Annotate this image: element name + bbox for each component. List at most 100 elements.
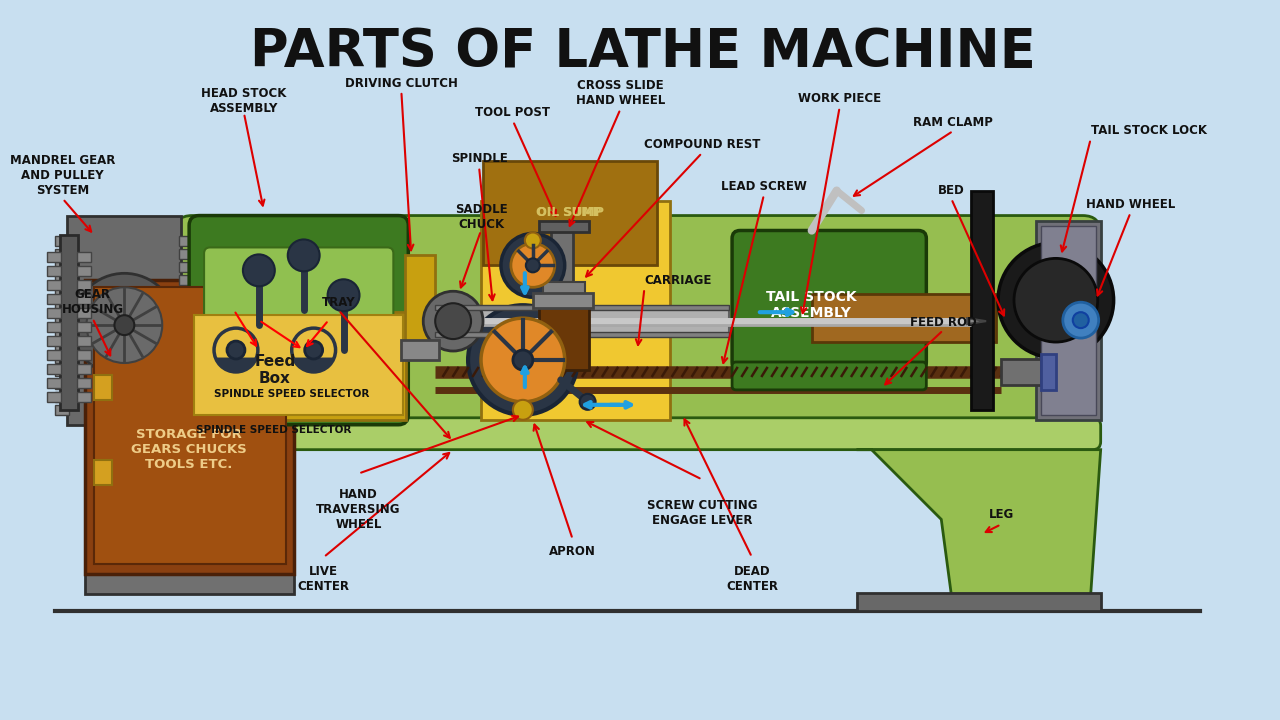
Polygon shape	[293, 358, 334, 372]
Text: HAND
TRAVERSING
WHEEL: HAND TRAVERSING WHEEL	[316, 488, 401, 531]
Bar	[55, 340, 69, 350]
Bar	[55, 288, 69, 298]
Circle shape	[525, 233, 540, 248]
Bar	[179, 405, 193, 415]
Circle shape	[328, 279, 360, 311]
Bar	[77, 280, 91, 290]
FancyBboxPatch shape	[189, 215, 408, 425]
Text: PARTS OF LATHE MACHINE: PARTS OF LATHE MACHINE	[250, 26, 1036, 78]
Bar	[55, 262, 69, 272]
Polygon shape	[968, 318, 986, 324]
Bar	[60, 235, 78, 410]
Bar	[972, 191, 993, 410]
Bar	[46, 336, 60, 346]
Text: OIL SUMP: OIL SUMP	[536, 206, 604, 219]
Circle shape	[214, 328, 257, 372]
FancyBboxPatch shape	[174, 215, 1101, 425]
Bar	[46, 378, 60, 388]
Bar	[179, 353, 193, 363]
Bar	[95, 459, 113, 485]
Bar	[46, 280, 60, 290]
Bar	[77, 266, 91, 276]
Circle shape	[468, 305, 577, 415]
Bar	[532, 293, 593, 308]
Circle shape	[526, 258, 540, 272]
Bar	[67, 215, 182, 425]
Circle shape	[513, 400, 532, 420]
Text: WORK PIECE: WORK PIECE	[799, 92, 881, 106]
Bar	[55, 236, 69, 246]
Circle shape	[227, 341, 244, 359]
Text: OIL SUMP: OIL SUMP	[538, 206, 602, 219]
Bar	[77, 294, 91, 305]
Text: LIVE
CENTER: LIVE CENTER	[298, 565, 349, 593]
Circle shape	[1073, 312, 1089, 328]
Circle shape	[114, 315, 134, 335]
Text: SPINDLE: SPINDLE	[451, 152, 507, 166]
Text: CARRIAGE: CARRIAGE	[644, 274, 712, 287]
Bar	[435, 307, 730, 335]
Bar	[95, 375, 113, 400]
Bar	[195, 315, 403, 415]
Circle shape	[1062, 302, 1098, 338]
Text: MANDREL GEAR
AND PULLEY
SYSTEM: MANDREL GEAR AND PULLEY SYSTEM	[10, 154, 115, 197]
Bar	[77, 392, 91, 402]
Bar	[46, 294, 60, 305]
FancyBboxPatch shape	[732, 230, 927, 370]
Text: RAM CLAMP: RAM CLAMP	[914, 117, 993, 130]
Bar	[179, 314, 193, 324]
Circle shape	[424, 292, 483, 351]
Bar	[179, 236, 193, 246]
Bar	[179, 288, 193, 298]
Bar	[77, 253, 91, 262]
Text: BED: BED	[938, 184, 965, 197]
Bar	[179, 249, 193, 259]
Bar	[402, 340, 439, 360]
Text: STORAGE FOR
GEARS CHUCKS
TOOLS ETC.: STORAGE FOR GEARS CHUCKS TOOLS ETC.	[132, 428, 247, 471]
Bar	[46, 308, 60, 318]
Text: FEED ROD: FEED ROD	[910, 315, 977, 328]
Circle shape	[87, 287, 163, 363]
Circle shape	[481, 318, 564, 402]
Text: SPINDLE SPEED SELECTOR: SPINDLE SPEED SELECTOR	[214, 389, 370, 399]
Bar	[55, 275, 69, 285]
Bar	[95, 287, 285, 564]
Bar	[539, 300, 589, 370]
Circle shape	[435, 303, 471, 339]
Bar	[84, 280, 293, 574]
Circle shape	[580, 394, 595, 410]
Bar	[435, 305, 730, 310]
Bar	[406, 256, 435, 350]
Text: TRAY: TRAY	[321, 296, 356, 309]
Text: GEAR
HOUSING: GEAR HOUSING	[61, 288, 124, 316]
Text: TOOL POST: TOOL POST	[475, 107, 550, 120]
Circle shape	[500, 233, 564, 297]
Text: TAIL STOCK LOCK: TAIL STOCK LOCK	[1091, 125, 1207, 138]
Text: APRON: APRON	[549, 545, 596, 558]
Bar	[179, 392, 193, 402]
Bar	[46, 266, 60, 276]
Bar	[179, 327, 193, 337]
Bar	[46, 322, 60, 332]
Bar	[1036, 220, 1101, 420]
Bar	[77, 364, 91, 374]
Bar	[77, 308, 91, 318]
Bar	[55, 327, 69, 337]
Bar	[84, 572, 293, 594]
Bar	[55, 405, 69, 415]
Bar	[55, 366, 69, 376]
Bar	[179, 379, 193, 389]
Text: DEAD
CENTER: DEAD CENTER	[726, 565, 778, 593]
Circle shape	[513, 350, 532, 370]
Text: CROSS SLIDE
HAND WHEEL: CROSS SLIDE HAND WHEEL	[576, 79, 666, 107]
Bar	[55, 353, 69, 363]
Circle shape	[998, 243, 1114, 358]
Bar	[856, 593, 1101, 611]
Bar	[46, 253, 60, 262]
Bar	[55, 314, 69, 324]
Bar	[55, 379, 69, 389]
Bar	[1001, 359, 1041, 385]
Circle shape	[73, 274, 177, 377]
FancyBboxPatch shape	[174, 418, 1101, 450]
Bar	[179, 301, 193, 311]
